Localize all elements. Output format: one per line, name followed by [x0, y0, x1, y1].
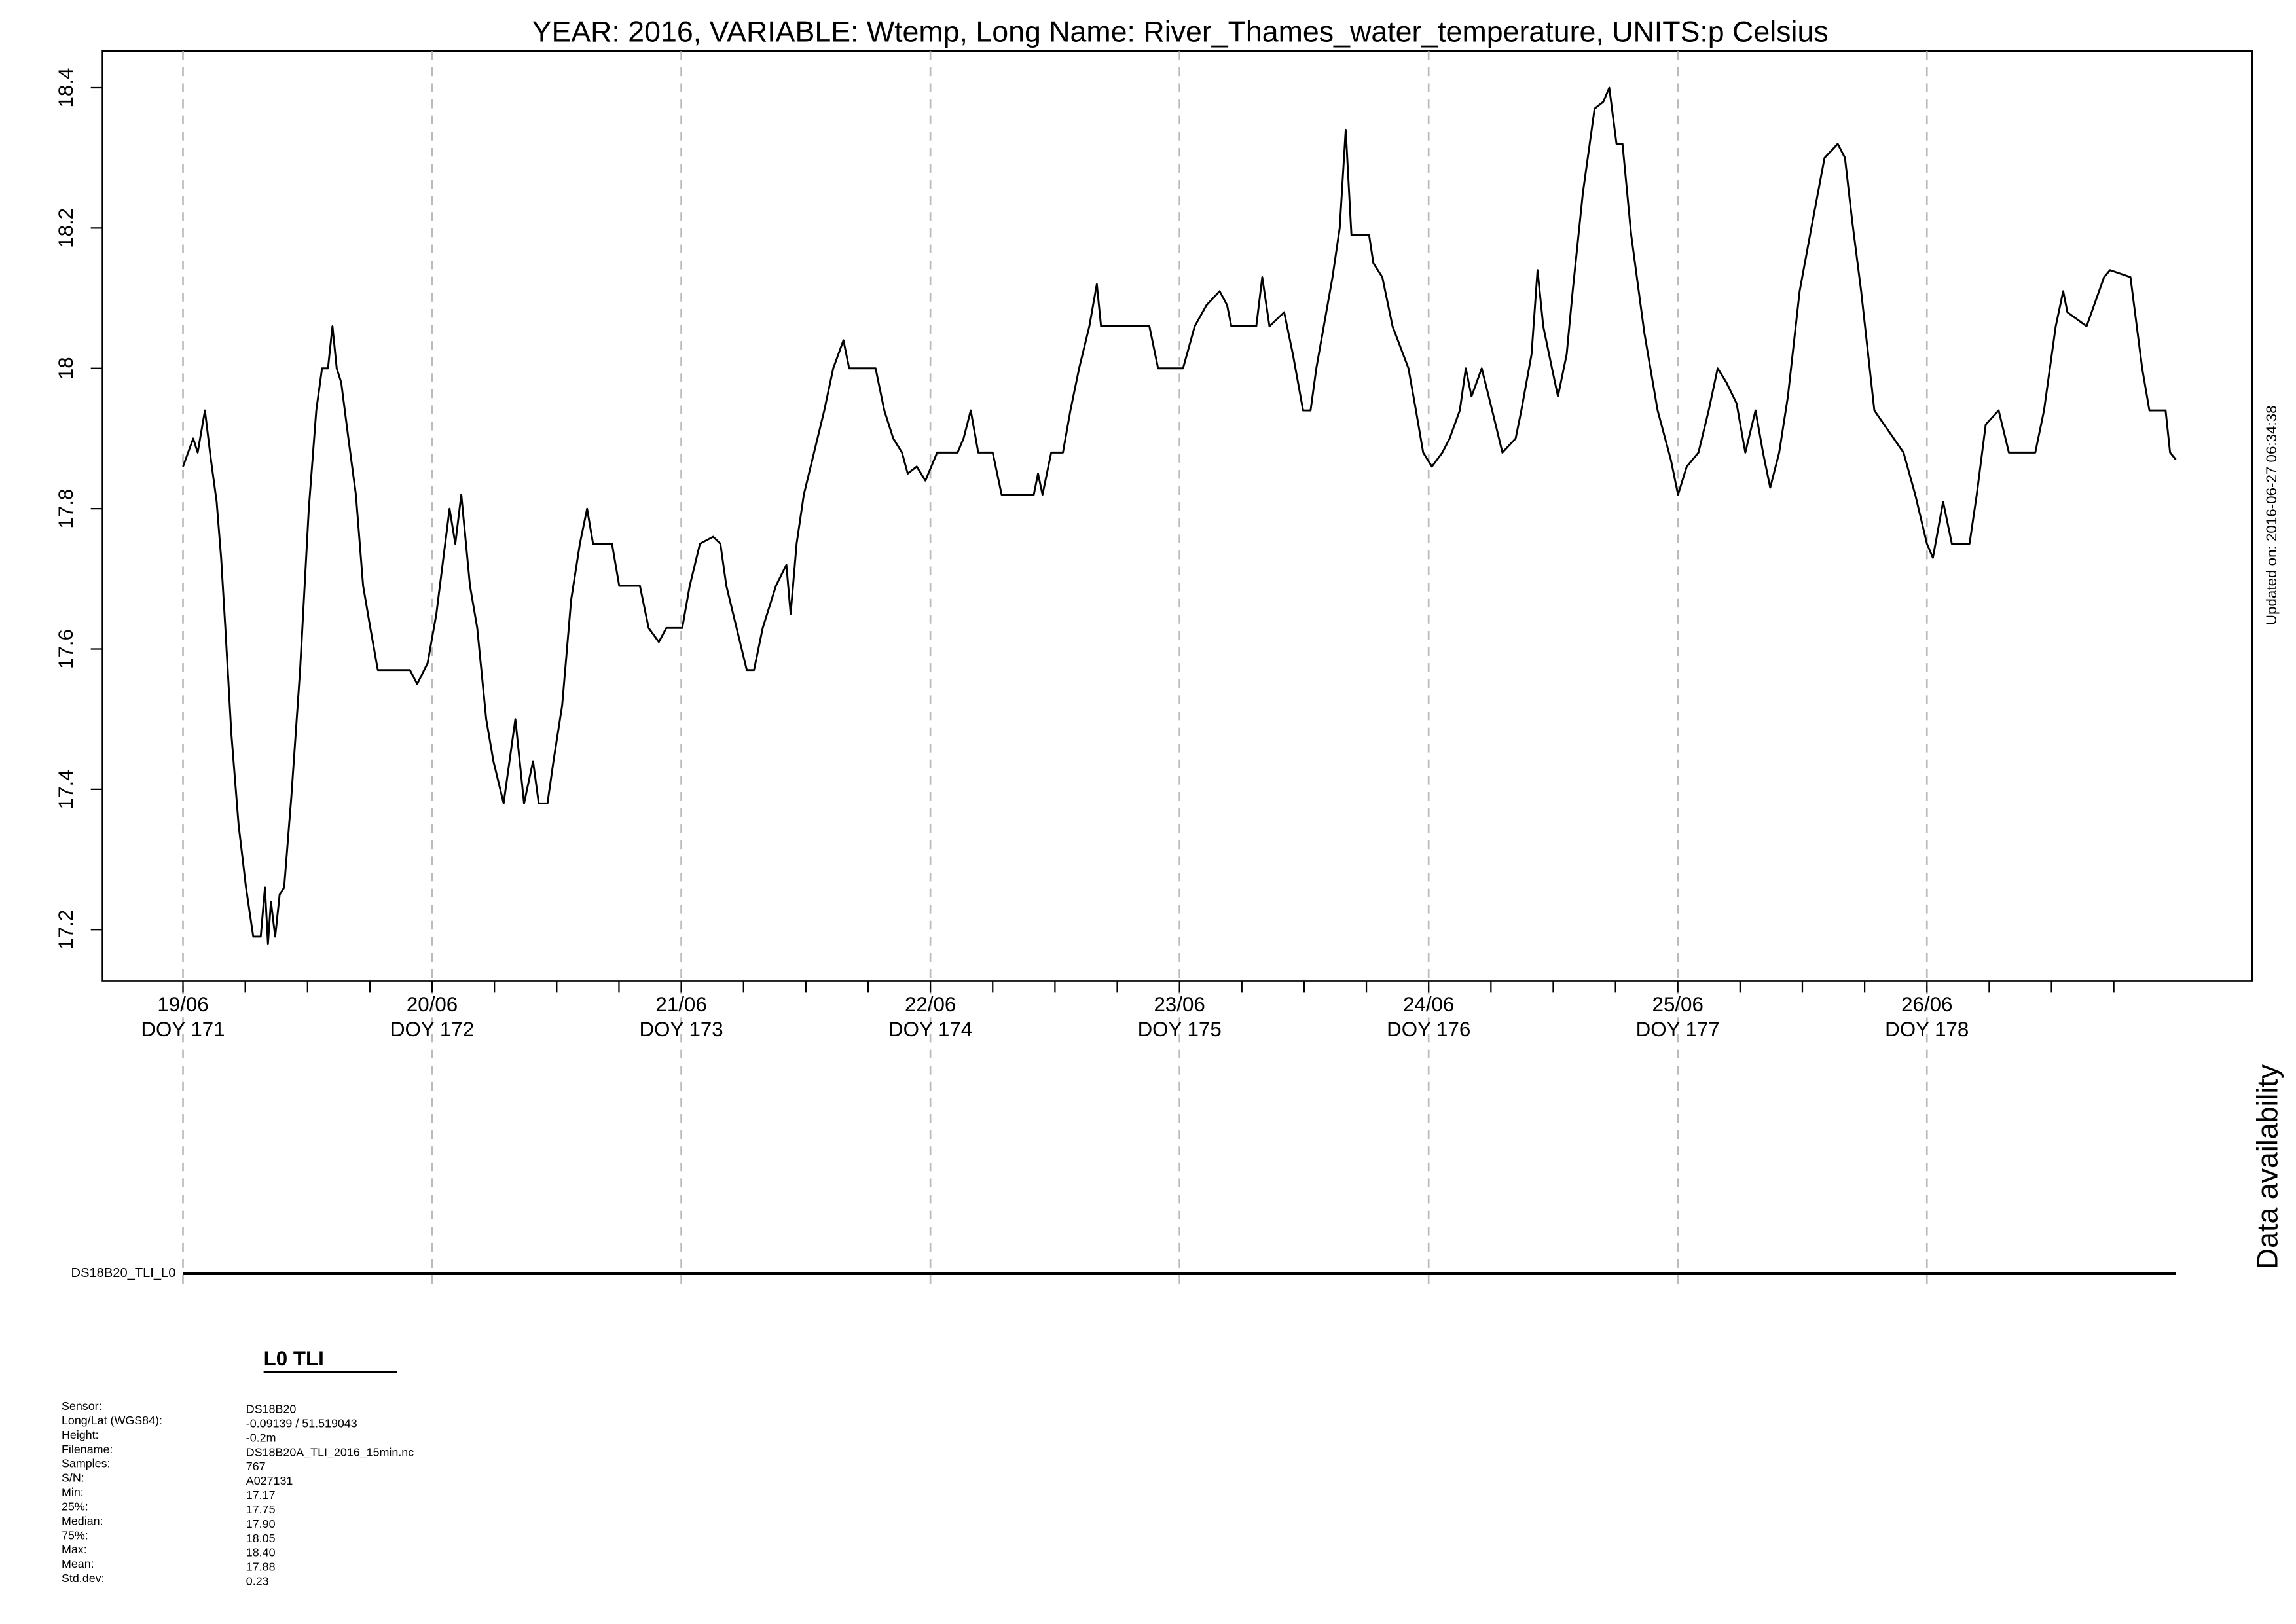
info-value: 0.23 [246, 1575, 269, 1588]
x-tick-label: DOY 174 [888, 1018, 972, 1041]
info-value: -0.2m [246, 1431, 276, 1444]
info-value: 17.88 [246, 1561, 276, 1574]
x-tick-label: DOY 172 [390, 1018, 474, 1041]
info-key: Std.dev: [62, 1572, 105, 1585]
x-tick-label: DOY 175 [1138, 1018, 1222, 1041]
info-key: Filename: [62, 1443, 113, 1456]
info-value: DS18B20A_TLI_2016_15min.nc [246, 1445, 414, 1459]
info-key: Min: [62, 1486, 84, 1499]
plot-frame [101, 50, 2253, 982]
x-tick-label: DOY 178 [1885, 1018, 1969, 1041]
info-value: 767 [246, 1460, 266, 1473]
info-key: Samples: [62, 1457, 111, 1470]
x-tick-label: 23/06 [1154, 993, 1205, 1016]
info-value: 17.75 [246, 1503, 276, 1516]
x-tick-label: DOY 173 [640, 1018, 723, 1041]
y-tick-label: 17.2 [54, 910, 77, 950]
info-key: Sensor: [62, 1399, 102, 1413]
x-tick-label: 21/06 [655, 993, 706, 1016]
info-value: 17.90 [246, 1517, 276, 1530]
x-tick-label: DOY 177 [1636, 1018, 1720, 1041]
info-value: A027131 [246, 1474, 293, 1487]
y-tick-label: 17.8 [54, 489, 77, 529]
x-tick-label: DOY 176 [1387, 1018, 1470, 1041]
y-tick-label: 17.6 [54, 629, 77, 669]
info-key: Mean: [62, 1557, 94, 1570]
x-tick-label: 19/06 [157, 993, 208, 1016]
availability-title: Data availability [2252, 1064, 2284, 1269]
info-key: Long/Lat (WGS84): [62, 1414, 162, 1427]
data-line [182, 86, 2177, 945]
info-key: Median: [62, 1514, 103, 1527]
x-tick-label: 22/06 [905, 993, 956, 1016]
y-tick-label: 18.4 [54, 68, 77, 108]
info-value: DS18B20 [246, 1403, 297, 1416]
x-tick-label: 26/06 [1901, 993, 1952, 1016]
x-tick-label: 25/06 [1652, 993, 1704, 1016]
info-key: Max: [62, 1543, 87, 1556]
info-title: L0 TLI [264, 1347, 324, 1370]
info-value: 18.40 [246, 1546, 276, 1559]
y-tick-label: 18.2 [54, 208, 77, 248]
y-tick-label: 17.4 [54, 769, 77, 809]
x-tick-label: 20/06 [407, 993, 458, 1016]
info-value: 18.05 [246, 1532, 276, 1545]
availability-label: DS18B20_TLI_L0 [71, 1266, 176, 1280]
update-note: Updated on: 2016-06-27 06:34:38 [2263, 405, 2280, 625]
x-tick-label: 24/06 [1403, 993, 1454, 1016]
info-table: Sensor: DS18B20 Long/Lat (WGS84): -0.09139 … [62, 1399, 414, 1587]
info-value: 17.17 [246, 1489, 276, 1502]
y-tick-label: 18 [54, 357, 77, 380]
info-key: 25%: [62, 1500, 88, 1513]
info-key: Height: [62, 1428, 99, 1441]
info-key: S/N: [62, 1471, 84, 1485]
info-key: 75%: [62, 1528, 88, 1542]
chart-title: YEAR: 2016, VARIABLE: Wtemp, Long Name: … [532, 16, 1829, 48]
x-tick-label: DOY 171 [141, 1018, 225, 1041]
info-value: -0.09139 / 51.519043 [246, 1416, 357, 1430]
